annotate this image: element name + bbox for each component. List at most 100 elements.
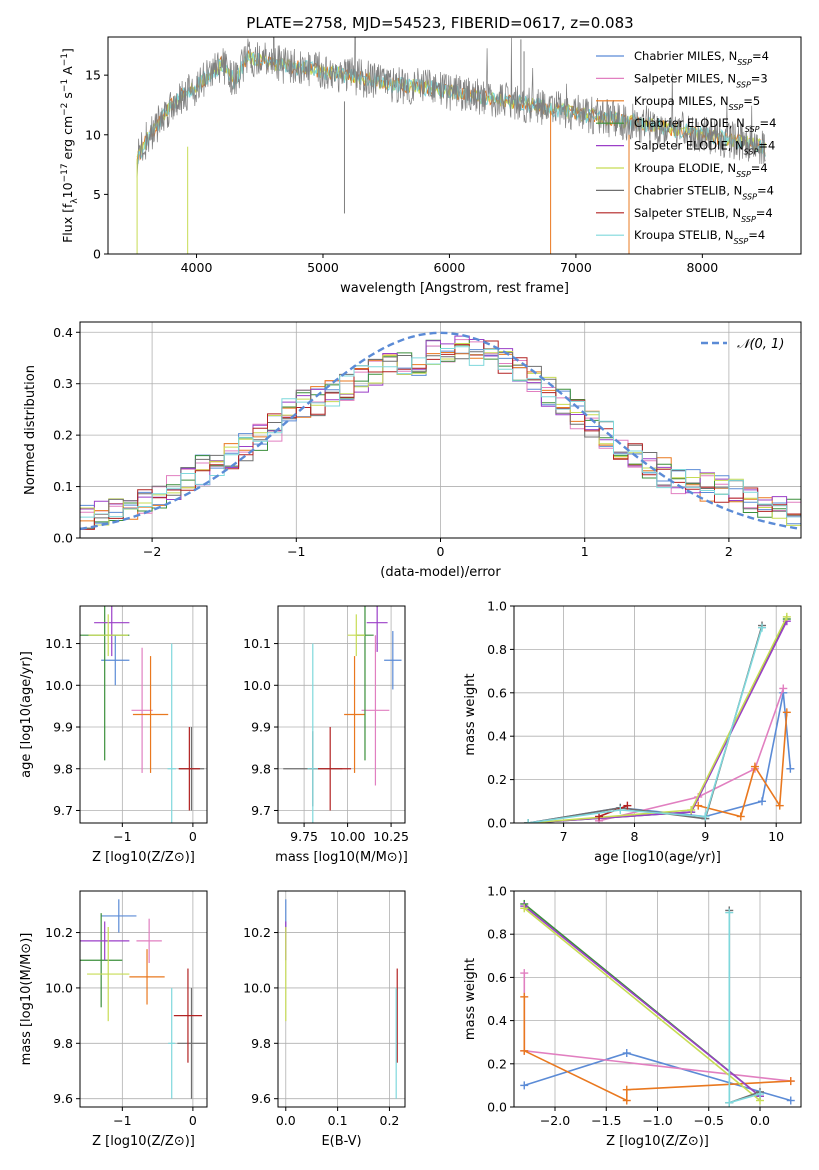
legend-count: =4 [756, 206, 773, 220]
x-tick-label: 10.25 [373, 829, 409, 844]
y-label-part: A [60, 66, 75, 79]
y-tick-label: 10.1 [45, 636, 73, 651]
x-tick-label: 9 [701, 829, 709, 844]
x-tick-label: 4000 [181, 260, 213, 275]
y-tick-label: 0.8 [487, 642, 507, 657]
y-tick-label: 0.0 [487, 1100, 507, 1115]
x-axis-label: E(B-V) [321, 1134, 361, 1149]
axes-frame [79, 605, 208, 824]
legend-count: =4 [760, 116, 777, 130]
legend-count: =5 [743, 94, 760, 108]
x-tick-label: 0.0 [276, 1113, 296, 1128]
x-tick-label: 7 [560, 829, 568, 844]
y-tick-label: 9.6 [251, 1091, 271, 1106]
y-axis-label: age [log10(age/yr)] [19, 651, 34, 778]
legend-label: Salpeter ELODIE, NSSP=4 [634, 139, 775, 157]
y-label-part: −17 [60, 163, 70, 182]
legend-name: Salpeter MILES, N [634, 71, 736, 85]
y-tick-label: 0.2 [487, 1056, 507, 1071]
y-tick-label: 1.0 [487, 599, 507, 614]
y-tick-label: 10.0 [45, 678, 73, 693]
x-axis-label: wavelength [Angstrom, rest frame] [340, 281, 569, 296]
x-tick-label: 0.2 [380, 1113, 400, 1128]
y-tick-label: 0.4 [487, 729, 507, 744]
legend-subscript: SSP [729, 102, 744, 111]
y-label-part: 10 [60, 182, 75, 198]
x-tick-label: 9.75 [290, 829, 318, 844]
y-tick-label: 10.0 [45, 980, 73, 995]
legend-label: Kroupa MILES, NSSP=5 [634, 94, 760, 112]
y-tick-label: 9.8 [53, 761, 73, 776]
legend-name: Kroupa MILES, N [634, 94, 729, 108]
y-label-part: −2 [60, 103, 70, 116]
spectrum-line [136, 37, 766, 178]
plot-area [283, 606, 402, 823]
x-tick-label: −1.5 [591, 1113, 621, 1128]
y-tick-label: 0.2 [53, 428, 73, 443]
legend-subscript: SSP [734, 237, 749, 246]
y-tick-label: 0.4 [487, 1013, 507, 1028]
legend-subscript: SSP [736, 170, 751, 179]
legend-subscript: SSP [742, 192, 757, 201]
y-tick-label: 9.7 [53, 803, 73, 818]
series-salpeter_elodie [523, 905, 761, 1097]
y-tick-label: 5 [93, 187, 101, 202]
y-tick-label: 10 [85, 127, 101, 142]
x-axis-label: mass [log10(M/M⊙)] [275, 850, 408, 865]
figure-title: PLATE=2758, MJD=54523, FIBERID=0617, z=0… [246, 14, 633, 32]
y-axis-label: Normed distribution [23, 365, 38, 495]
panel-age_vs_mass: 9.75 10.00 10.25 9.7 9.8 9.9 10.0 10.1 mass [log… [243, 605, 409, 865]
legend-label: Kroupa STELIB, NSSP=4 [634, 228, 765, 246]
x-tick-label: 10 [768, 829, 784, 844]
x-tick-label: 0 [437, 544, 445, 559]
axes-frame [277, 605, 406, 824]
axes-frame [107, 36, 802, 255]
legend-subscript: SSP [745, 125, 760, 134]
legend-name: Kroupa ELODIE, N [634, 161, 736, 175]
plot-area [80, 606, 205, 823]
plot-area [520, 899, 795, 1107]
series-kroupa_stelib [528, 627, 763, 823]
y-label-part: −1 [60, 53, 70, 66]
axes-frame [513, 605, 802, 824]
y-tick-label: 9.8 [53, 1036, 73, 1051]
axes-frame [277, 890, 406, 1108]
plot-area [80, 899, 206, 1099]
series-salpeter_miles [598, 688, 785, 822]
y-label-part: λ [70, 198, 80, 204]
panel-spectrum: 4000 5000 6000 7000 8000 0 5 10 15 wavelength [An… [60, 36, 802, 296]
x-tick-label: 8 [630, 829, 638, 844]
plot-area [80, 331, 801, 531]
axes-frame [79, 321, 802, 539]
y-tick-label: 10.1 [243, 636, 271, 651]
x-tick-label: −2 [143, 544, 161, 559]
axes-frame [79, 890, 208, 1108]
y-axis-label: mass [log10(M/M⊙)] [19, 933, 34, 1066]
x-axis-label: (data-model)/error [380, 565, 501, 580]
x-tick-label: 7000 [560, 260, 592, 275]
legend-name: Salpeter ELODIE, N [634, 139, 744, 153]
y-tick-label: 9.9 [53, 720, 73, 735]
x-tick-label: 0.1 [328, 1113, 348, 1128]
plot-area [524, 612, 795, 823]
legend-name: Salpeter STELIB, N [634, 206, 741, 220]
legend-subscript: SSP [736, 80, 751, 89]
y-tick-label: 0.8 [487, 927, 507, 942]
axes-frame [513, 890, 802, 1108]
x-tick-label: 1 [581, 544, 589, 559]
panel-mass_vs_ebv: 0.0 0.1 0.2 9.6 9.8 10.0 10.2 E(B-V) [243, 890, 406, 1149]
y-tick-label: 9.7 [251, 803, 271, 818]
y-label-part: ] [60, 48, 75, 53]
y-tick-label: 10.0 [243, 678, 271, 693]
y-label-part: s [60, 92, 75, 103]
legend-count: =4 [748, 228, 765, 242]
legend-subscript: SSP [744, 147, 759, 156]
x-tick-label: 0 [189, 829, 197, 844]
legend-subscript: SSP [737, 58, 752, 67]
legend-label: Chabrier STELIB, NSSP=4 [634, 183, 774, 201]
x-tick-label: −0.5 [694, 1113, 724, 1128]
x-axis-label: age [log10(age/yr)] [594, 850, 721, 865]
x-tick-label: 8000 [686, 260, 718, 275]
legend-name: Kroupa STELIB, N [634, 228, 734, 242]
legend-label: Chabrier ELODIE, NSSP=4 [634, 116, 776, 134]
